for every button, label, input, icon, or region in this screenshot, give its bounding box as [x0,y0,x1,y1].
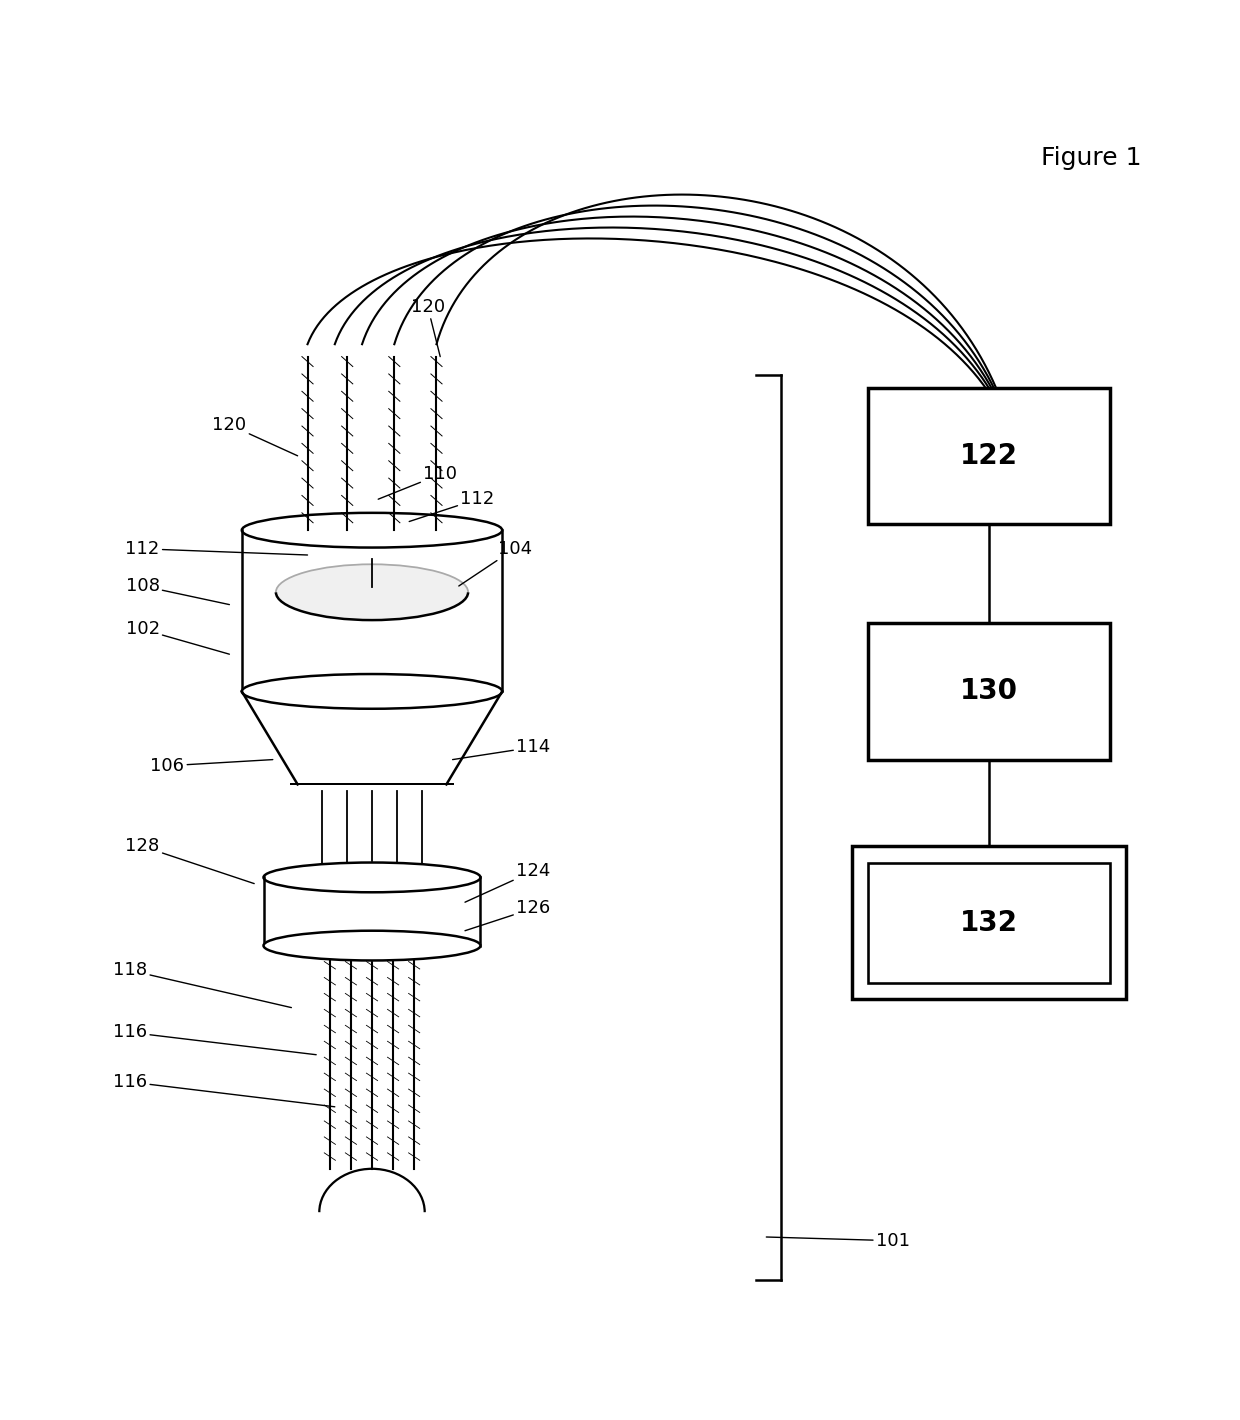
Text: 122: 122 [960,442,1018,470]
Ellipse shape [242,513,502,548]
Text: 126: 126 [465,899,551,930]
Bar [868,862,1110,983]
Text: 130: 130 [960,677,1018,706]
Text: 116: 116 [113,1074,335,1106]
Text: Figure 1: Figure 1 [1040,146,1142,170]
Text: 108: 108 [125,577,229,605]
Text: 112: 112 [125,540,308,558]
Ellipse shape [242,674,502,709]
Text: 118: 118 [113,961,291,1008]
Ellipse shape [263,862,481,892]
Ellipse shape [263,930,481,960]
Text: 106: 106 [150,757,273,775]
Text: 114: 114 [453,738,551,760]
Bar [868,388,1110,524]
Text: 112: 112 [409,490,495,521]
Text: 104: 104 [459,540,532,586]
Text: 120: 120 [410,298,445,356]
Bar [852,846,1126,998]
Text: 101: 101 [766,1231,910,1250]
Text: 116: 116 [113,1024,316,1055]
Ellipse shape [275,564,469,621]
Text: 120: 120 [212,416,298,456]
Text: 110: 110 [378,466,458,500]
Text: 128: 128 [125,838,254,883]
Text: 132: 132 [960,909,1018,937]
Text: 102: 102 [125,621,229,655]
Bar [868,623,1110,760]
Text: 124: 124 [465,862,551,902]
